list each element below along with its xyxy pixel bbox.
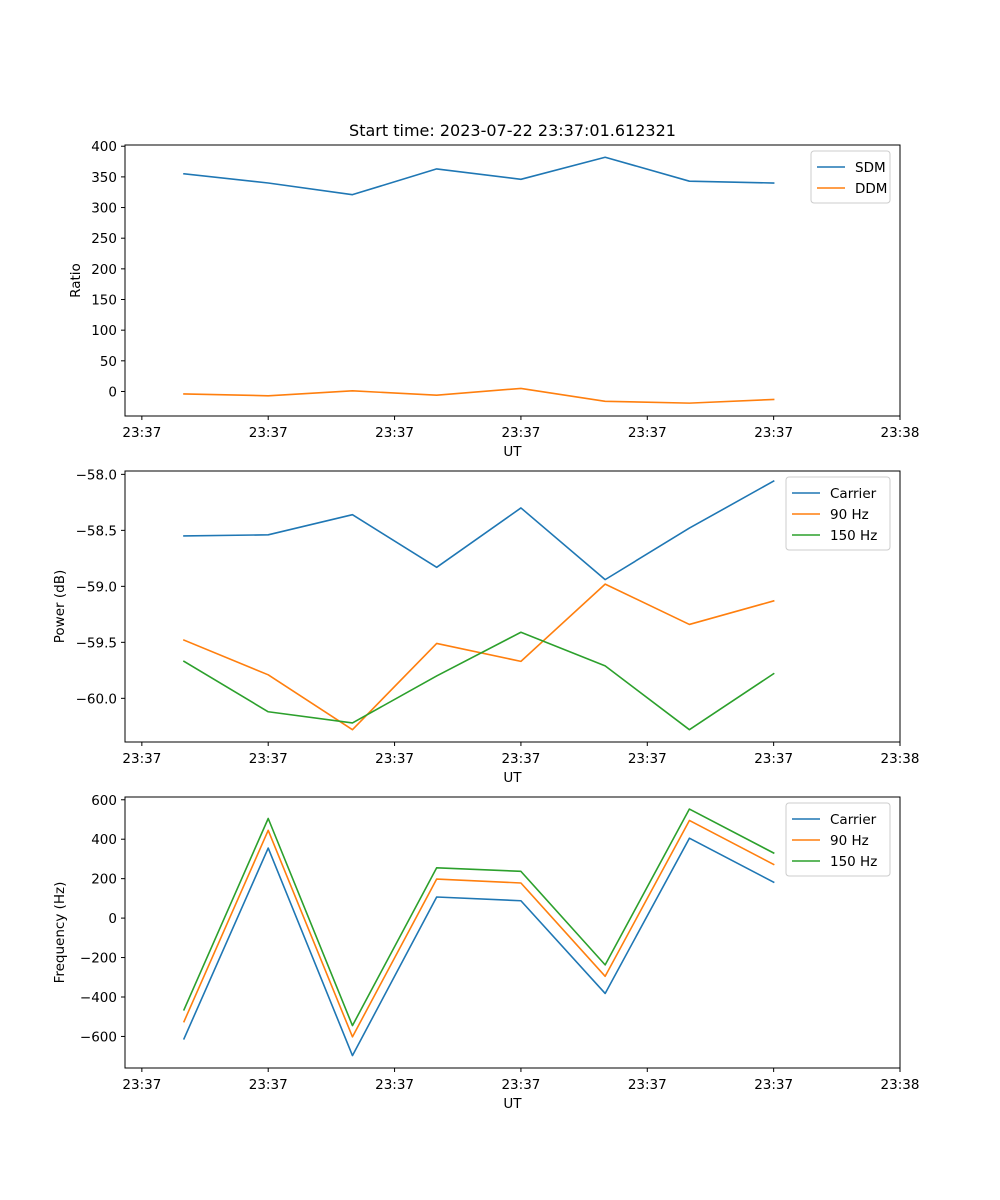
- legend-label: DDM: [855, 181, 887, 197]
- x-axis-label: UT: [503, 444, 522, 460]
- series-line-sdm: [183, 156, 775, 196]
- legend-label: SDM: [855, 160, 886, 176]
- x-tick-label: 23:37: [754, 425, 793, 441]
- panel-3: −600 −400 −200 0 200 400 600 23:37 23:37 23:37 23:…: [52, 793, 919, 1112]
- series-line-150-hz: [182, 631, 775, 731]
- axes-frame: [124, 796, 901, 1069]
- legend-label: Carrier: [830, 486, 877, 502]
- series-line-carrier: [182, 837, 775, 1057]
- y-tick-label: 50: [100, 354, 117, 370]
- x-tick-label: 23:37: [249, 1077, 288, 1093]
- y-tick-label: 100: [91, 323, 117, 339]
- panel-2: −60.0 −59.5 −59.0 −58.5 −58.0 23:37 23:37 23:37…: [52, 467, 919, 786]
- series-line-ddm: [183, 387, 775, 404]
- y-tick-label: 400: [91, 139, 117, 155]
- x-tick-label: 23:37: [249, 425, 288, 441]
- x-tick-label: 23:37: [122, 751, 161, 767]
- y-tick-label: −59.0: [76, 579, 117, 595]
- legend: Carrier 90 Hz 150 Hz: [785, 802, 891, 877]
- legend-label: 90 Hz: [830, 833, 869, 849]
- x-tick-label: 23:38: [881, 425, 920, 441]
- y-tick-label: −58.0: [76, 467, 117, 483]
- legend: SDM DDM: [810, 150, 891, 204]
- y-tick-label: −200: [80, 951, 117, 967]
- x-tick-label: 23:38: [881, 751, 920, 767]
- x-tick-label: 23:37: [754, 1077, 793, 1093]
- x-tick-label: 23:37: [628, 751, 667, 767]
- panel-1: 0 50 100 150 200 250 300 350 400 23:37 23:37 23:37 2…: [68, 139, 919, 460]
- x-tick-label: 23:38: [881, 1077, 920, 1093]
- legend-label: 90 Hz: [830, 507, 869, 523]
- axes-frame: [124, 470, 901, 743]
- x-tick-label: 23:37: [628, 1077, 667, 1093]
- y-tick-label: 200: [91, 872, 117, 888]
- x-tick-label: 23:37: [501, 1077, 540, 1093]
- y-axis-label: Frequency (Hz): [52, 882, 68, 984]
- y-tick-label: −60.0: [76, 691, 117, 707]
- legend-box: [785, 476, 891, 551]
- x-tick-label: 23:37: [375, 1077, 414, 1093]
- x-tick-label: 23:37: [501, 425, 540, 441]
- chart-title: Start time: 2023-07-22 23:37:01.612321: [349, 121, 676, 140]
- legend-label: 150 Hz: [830, 528, 877, 544]
- x-tick-label: 23:37: [375, 425, 414, 441]
- y-tick-label: 200: [91, 262, 117, 278]
- y-tick-label: 150: [91, 293, 117, 309]
- x-tick-label: 23:37: [122, 425, 161, 441]
- y-tick-label: 0: [108, 911, 117, 927]
- y-tick-label: −600: [80, 1029, 117, 1045]
- series-line-90-hz: [182, 819, 775, 1038]
- x-axis-label: UT: [503, 1096, 522, 1112]
- series-line-150-hz: [182, 808, 775, 1027]
- x-tick-label: 23:37: [122, 1077, 161, 1093]
- y-tick-label: 600: [91, 793, 117, 809]
- series-line-90-hz: [182, 583, 775, 731]
- x-tick-label: 23:37: [628, 425, 667, 441]
- legend-label: Carrier: [830, 812, 877, 828]
- y-tick-label: −58.5: [76, 523, 117, 539]
- y-tick-label: 300: [91, 201, 117, 217]
- legend: Carrier 90 Hz 150 Hz: [785, 476, 891, 551]
- y-axis-label: Power (dB): [52, 570, 68, 643]
- x-axis-label: UT: [503, 770, 522, 786]
- series-line-carrier: [183, 479, 775, 581]
- y-axis-label: Ratio: [68, 263, 84, 298]
- x-tick-label: 23:37: [249, 751, 288, 767]
- legend-box: [785, 802, 891, 877]
- x-tick-label: 23:37: [375, 751, 414, 767]
- legend-box: [810, 150, 891, 204]
- y-tick-label: 400: [91, 832, 117, 848]
- y-tick-label: 350: [91, 170, 117, 186]
- x-tick-label: 23:37: [754, 751, 793, 767]
- y-tick-label: 250: [91, 231, 117, 247]
- axes-frame: [124, 144, 901, 417]
- x-tick-label: 23:37: [501, 751, 540, 767]
- y-tick-label: 0: [108, 384, 117, 400]
- legend-label: 150 Hz: [830, 854, 877, 870]
- y-tick-label: −400: [80, 990, 117, 1006]
- panels: 0 50 100 150 200 250 300 350 400 23:37 23:37 23:37 2…: [52, 139, 919, 1112]
- y-tick-label: −59.5: [76, 635, 117, 651]
